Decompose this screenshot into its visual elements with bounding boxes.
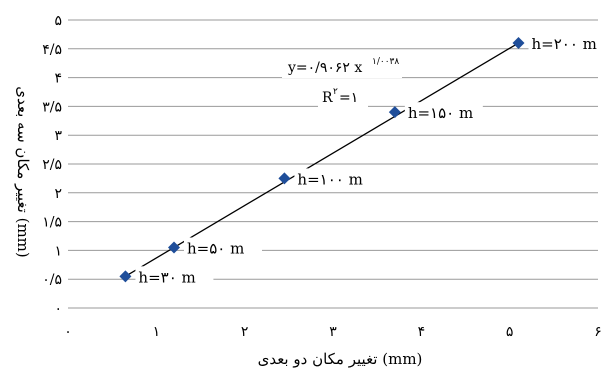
data-point-marker — [278, 172, 291, 185]
y-tick-label: ۰ — [54, 301, 62, 317]
y-axis-title: تغییر مکان سه بعدی (mm) — [14, 86, 32, 258]
point-label-bg — [184, 237, 262, 258]
fit-equation-exponent: ۱/۰۰۳۸ — [372, 57, 399, 67]
r-squared-base: R — [322, 90, 333, 106]
y-tick-labels: ۰ ۰/۵ ۱ ۱/۵ ۲ ۲/۵ ۳ ۳/۵ ۴ ۴/۵ ۵ — [42, 13, 62, 317]
y-tick-label: ۱/۵ — [42, 215, 62, 231]
x-tick-label: ۵ — [506, 324, 514, 340]
x-tick-label: ۲ — [241, 324, 249, 340]
y-tick-label: ۳ — [54, 128, 62, 144]
fit-line-group — [125, 42, 519, 277]
data-point-marker — [512, 37, 525, 50]
y-tick-label: ۰/۵ — [42, 272, 62, 288]
x-tick-label: ۱ — [153, 324, 161, 340]
data-point-label: h=۱۰۰ m — [297, 170, 362, 188]
data-point-marker — [119, 270, 132, 283]
x-tick-label: ۴ — [418, 324, 426, 340]
y-tick-label: ۴ — [54, 71, 62, 87]
x-tick-label: ۰ — [64, 324, 72, 340]
equation-bg — [282, 54, 402, 78]
point-label-bg — [294, 168, 373, 189]
x-tick-label: ۳ — [329, 324, 337, 340]
r-squared-superscript: ۲ — [333, 87, 338, 97]
point-label-bg — [135, 266, 214, 287]
data-point-label: h=۱۵۰ m — [408, 104, 473, 122]
data-point-marker — [388, 106, 401, 119]
fit-equation: y=۰/۹۰۶۲ x — [287, 60, 362, 76]
data-point-label: h=۳۰ m — [138, 268, 195, 286]
y-tick-label: ۳/۵ — [42, 99, 62, 115]
y-tick-label: ۲ — [54, 186, 62, 202]
point-label-bg — [404, 102, 483, 123]
y-tick-label: ۵ — [54, 13, 62, 29]
r-squared-value: =۱ — [339, 90, 358, 106]
point-label-bg — [528, 33, 606, 54]
y-tick-label: ۴/۵ — [42, 42, 62, 58]
y-tick-label: ۲/۵ — [42, 157, 62, 173]
annotations: y=۰/۹۰۶۲ x ۱/۰۰۳۸ R ۲ =۱ — [282, 54, 402, 108]
data-point-label: h=۲۰۰ m — [532, 35, 597, 53]
x-tick-label: ۶ — [594, 324, 602, 340]
data-point-marker — [168, 241, 180, 254]
data-point-label: h=۵۰ m — [187, 240, 244, 258]
x-axis-title: تغییر مکان دو بعدی (mm) — [258, 350, 423, 368]
fit-line — [125, 42, 519, 277]
y-tick-label: ۱ — [54, 243, 62, 259]
data-points: h=۳۰ m h=۵۰ m h=۱۰۰ m h=۱۵۰ m h=۲۰۰ m — [119, 33, 606, 287]
r-squared-bg — [318, 84, 368, 108]
x-tick-labels: ۰ ۱ ۲ ۳ ۴ ۵ ۶ — [64, 324, 602, 340]
